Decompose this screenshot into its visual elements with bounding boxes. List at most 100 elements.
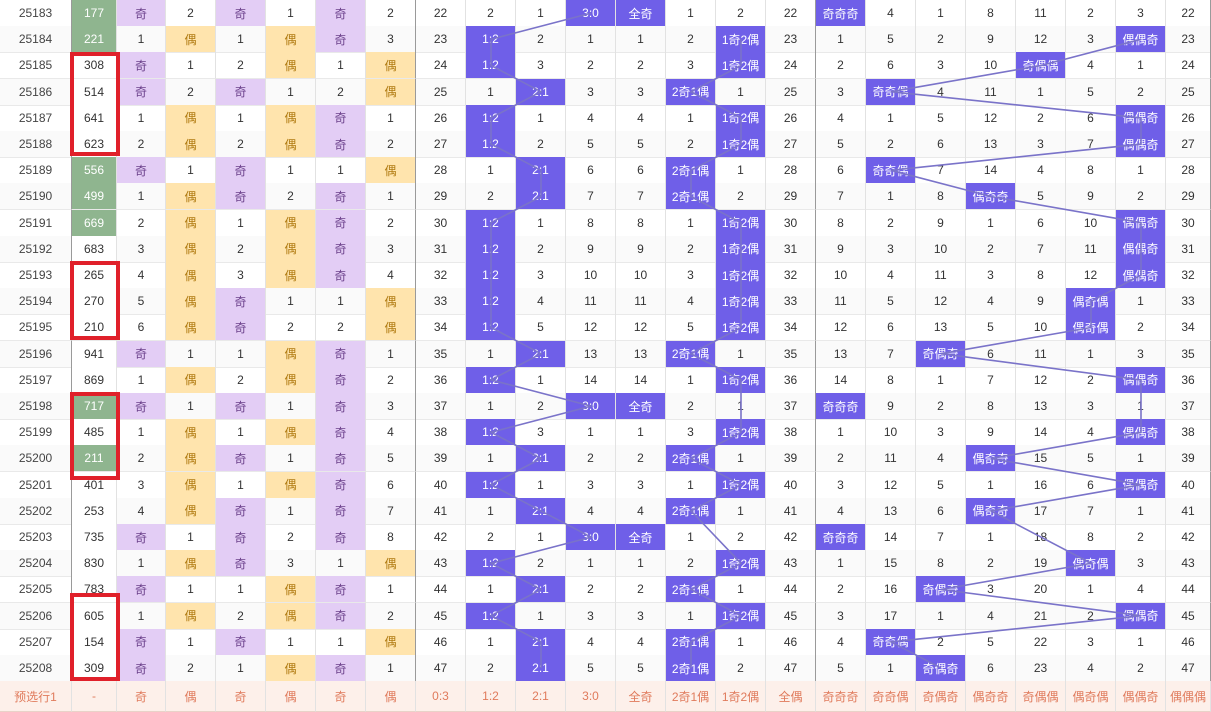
stat-cell: 1 [117,183,166,211]
stat-cell: 5 [616,655,666,682]
stat-cell: 2 [616,445,666,473]
stat-cell: 1:2 [466,131,516,158]
stat-cell: 33 [416,288,466,316]
stat-cell: 偶奇偶 [1066,288,1116,316]
stat-cell: 2:1 [516,78,566,106]
stat-cell: 1 [216,340,266,368]
stat-cell: 13 [916,314,966,342]
stat-cell: 1奇2偶 [716,26,766,54]
stat-cell: 1 [1066,576,1116,604]
stat-cell: 1 [516,366,566,394]
stat-cell: 1 [466,340,516,368]
stat-cell: 偶 [266,209,316,237]
footer-cell: 1:2 [466,681,516,712]
stat-cell: 奇 [216,445,266,473]
issue-cell: 25204 [0,550,72,578]
issue-cell: 25208 [0,655,72,682]
stat-cell: 44 [766,576,816,604]
stat-cell: 17 [1016,497,1066,525]
footer-cell: 偶 [366,681,416,712]
stat-cell: 2奇1偶 [666,628,716,656]
stat-cell: 1 [166,157,216,185]
number-cell: 683 [72,235,117,263]
stat-cell: 2 [966,235,1016,263]
stat-cell: 13 [566,340,616,368]
stat-cell: 11 [1066,235,1116,263]
stat-cell: 3 [666,52,716,80]
stat-cell: 1 [266,288,316,316]
stat-cell: 3 [866,235,916,263]
stat-cell: 1 [117,602,166,630]
stat-cell: 1 [266,0,316,27]
stat-cell: 8 [566,209,616,237]
stat-cell: 8 [1016,262,1066,289]
stat-cell: 1 [966,209,1016,237]
stat-cell: 7 [916,524,966,551]
stat-cell: 3 [616,471,666,499]
stat-cell: 奇 [216,497,266,525]
stat-cell: 2 [566,576,616,604]
stat-cell: 偶 [366,157,416,185]
stat-cell: 1奇2偶 [716,104,766,132]
footer-cell: 奇 [117,681,166,712]
stat-cell: 2 [1116,314,1166,342]
stat-cell: 1 [266,78,316,106]
stat-cell: 2 [366,366,416,394]
stat-cell: 31 [416,235,466,263]
stat-cell: 14 [566,366,616,394]
stat-cell: 44 [1166,576,1211,604]
footer-cell: 0:3 [416,681,466,712]
stat-cell: 28 [416,157,466,185]
stat-cell: 偶偶奇 [1116,104,1166,132]
stat-cell: 9 [866,393,916,420]
stat-cell: 2 [266,524,316,551]
stat-cell: 1 [1116,288,1166,316]
stat-cell: 1:2 [466,26,516,54]
number-cell: 154 [72,628,117,656]
stat-cell: 1奇2偶 [716,471,766,499]
stat-cell: 奇 [316,262,366,289]
number-cell: 499 [72,183,117,211]
stat-cell: 1奇2偶 [716,209,766,237]
stat-cell: 7 [916,157,966,185]
stat-cell: 5 [816,131,866,158]
stat-cell: 2 [466,183,516,211]
stat-cell: 42 [416,524,466,551]
stat-cell: 29 [1166,183,1211,211]
stat-cell: 偶 [166,314,216,342]
stat-cell: 2 [166,655,216,682]
stat-cell: 2 [166,78,216,106]
stat-cell: 2 [166,0,216,27]
issue-cell: 25206 [0,602,72,630]
stat-cell: 25 [1166,78,1211,106]
stat-cell: 4 [566,628,616,656]
stat-cell: 40 [766,471,816,499]
issue-cell: 25192 [0,235,72,263]
stat-cell: 2 [266,183,316,211]
stat-cell: 奇 [216,314,266,342]
stat-cell: 12 [816,314,866,342]
stat-cell: 36 [766,366,816,394]
footer-cell: 预选行1 [0,681,72,712]
stat-cell: 偶 [166,366,216,394]
stat-cell: 42 [1166,524,1211,551]
stat-cell: 1奇2偶 [716,314,766,342]
footer-cell: - [72,681,117,712]
stat-cell: 8 [1066,524,1116,551]
stat-cell: 偶偶奇 [1116,366,1166,394]
footer-cell: 奇偶奇 [916,681,966,712]
stat-cell: 1 [716,157,766,185]
number-cell: 265 [72,262,117,289]
stat-cell: 2 [516,393,566,420]
stat-cell: 25 [766,78,816,106]
stat-cell: 33 [766,288,816,316]
stat-cell: 4 [516,288,566,316]
stat-cell: 2 [316,78,366,106]
stat-cell: 1 [366,183,416,211]
stat-cell: 1 [666,602,716,630]
stat-cell: 奇偶奇 [916,576,966,604]
stat-cell: 28 [1166,157,1211,185]
stat-cell: 16 [1016,471,1066,499]
stat-cell: 13 [616,340,666,368]
stat-cell: 36 [1166,366,1211,394]
